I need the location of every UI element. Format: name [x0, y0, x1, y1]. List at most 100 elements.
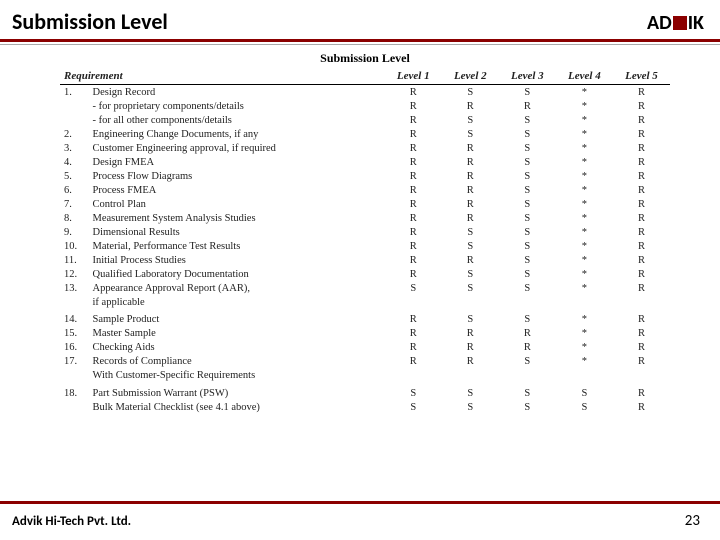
level-cell: * [556, 225, 613, 239]
company-name: Advik Hi-Tech Pvt. Ltd. [12, 514, 131, 529]
level-cell: R [385, 211, 442, 225]
table-row: 9.Dimensional ResultsRSS*R [60, 225, 670, 239]
row-requirement: Records of Compliance [89, 355, 385, 369]
level-cell: R [613, 309, 670, 327]
level-cell: R [613, 239, 670, 253]
row-requirement: Sample Product [89, 309, 385, 327]
row-number: 7. [60, 197, 89, 211]
level-cell: S [442, 225, 499, 239]
level-cell: * [556, 127, 613, 141]
page-title: Submission Level [12, 8, 168, 35]
level-cell: S [499, 169, 556, 183]
row-number: 11. [60, 253, 89, 267]
level-cell: R [385, 225, 442, 239]
level-cell: R [385, 309, 442, 327]
level-cell: * [556, 253, 613, 267]
row-number [60, 99, 89, 113]
submission-level-table: Requirement Level 1 Level 2 Level 3 Leve… [60, 68, 670, 414]
level-cell: S [499, 281, 556, 295]
level-cell: S [499, 197, 556, 211]
level-cell: R [442, 99, 499, 113]
table-row: - for proprietary components/detailsRRR*… [60, 99, 670, 113]
level-cell: R [385, 341, 442, 355]
table-row: 6.Process FMEARRS*R [60, 183, 670, 197]
level-cell: R [442, 253, 499, 267]
level-cell: * [556, 113, 613, 127]
row-requirement: Material, Performance Test Results [89, 239, 385, 253]
level-cell: R [613, 197, 670, 211]
row-number: 5. [60, 169, 89, 183]
level-cell: * [556, 281, 613, 295]
level-cell: R [442, 355, 499, 369]
level-cell: S [442, 281, 499, 295]
level-cell: * [556, 183, 613, 197]
level-cell: R [613, 211, 670, 225]
level-cell: * [556, 169, 613, 183]
level-cell: * [556, 341, 613, 355]
level-cell: S [499, 253, 556, 267]
level-cell: S [499, 383, 556, 401]
row-requirement: Customer Engineering approval, if requir… [89, 141, 385, 155]
table-row: if applicable [60, 295, 670, 309]
level-cell: S [442, 383, 499, 401]
header-rule-thick [0, 39, 720, 42]
level-cell: R [442, 141, 499, 155]
table-row: 10.Material, Performance Test ResultsRSS… [60, 239, 670, 253]
row-number: 13. [60, 281, 89, 295]
level-cell: S [499, 211, 556, 225]
col-level1: Level 1 [385, 68, 442, 85]
level-cell: R [385, 99, 442, 113]
level-cell: S [442, 127, 499, 141]
table-row: 11.Initial Process StudiesRRS*R [60, 253, 670, 267]
level-cell: R [613, 113, 670, 127]
col-level3: Level 3 [499, 68, 556, 85]
level-cell: S [499, 155, 556, 169]
row-requirement: Design Record [89, 85, 385, 100]
row-number: 9. [60, 225, 89, 239]
row-number: 12. [60, 267, 89, 281]
level-cell: S [499, 127, 556, 141]
level-cell: R [385, 327, 442, 341]
table-row: Bulk Material Checklist (see 4.1 above)S… [60, 400, 670, 414]
level-cell: R [442, 211, 499, 225]
level-cell: R [499, 327, 556, 341]
row-requirement: - for proprietary components/details [89, 99, 385, 113]
row-requirement: Master Sample [89, 327, 385, 341]
row-number: 10. [60, 239, 89, 253]
row-number: 4. [60, 155, 89, 169]
level-cell: R [442, 341, 499, 355]
level-cell: R [385, 85, 442, 100]
level-cell: S [499, 309, 556, 327]
level-cell: S [499, 141, 556, 155]
table-row: - for all other components/detailsRSS*R [60, 113, 670, 127]
slide: Submission Level AD IK Submission Level … [0, 0, 720, 540]
table-row: 15.Master SampleRRR*R [60, 327, 670, 341]
level-cell: R [385, 141, 442, 155]
level-cell [442, 369, 499, 383]
row-requirement: Control Plan [89, 197, 385, 211]
level-cell [385, 369, 442, 383]
level-cell: R [385, 267, 442, 281]
page-number: 23 [685, 512, 700, 530]
row-number [60, 295, 89, 309]
level-cell: * [556, 85, 613, 100]
row-number [60, 369, 89, 383]
level-cell: R [613, 141, 670, 155]
row-number: 14. [60, 309, 89, 327]
row-requirement: With Customer-Specific Requirements [89, 369, 385, 383]
row-number: 15. [60, 327, 89, 341]
level-cell: * [556, 155, 613, 169]
level-cell: S [385, 383, 442, 401]
table-row: 14.Sample ProductRSS*R [60, 309, 670, 327]
level-cell: S [499, 239, 556, 253]
header-bar: Submission Level AD IK [0, 0, 720, 39]
level-cell: R [613, 169, 670, 183]
level-cell: S [385, 281, 442, 295]
level-cell: * [556, 211, 613, 225]
level-cell: R [613, 99, 670, 113]
level-cell: * [556, 327, 613, 341]
level-cell: S [442, 267, 499, 281]
level-cell: S [499, 85, 556, 100]
level-cell: R [442, 197, 499, 211]
level-cell: R [385, 355, 442, 369]
